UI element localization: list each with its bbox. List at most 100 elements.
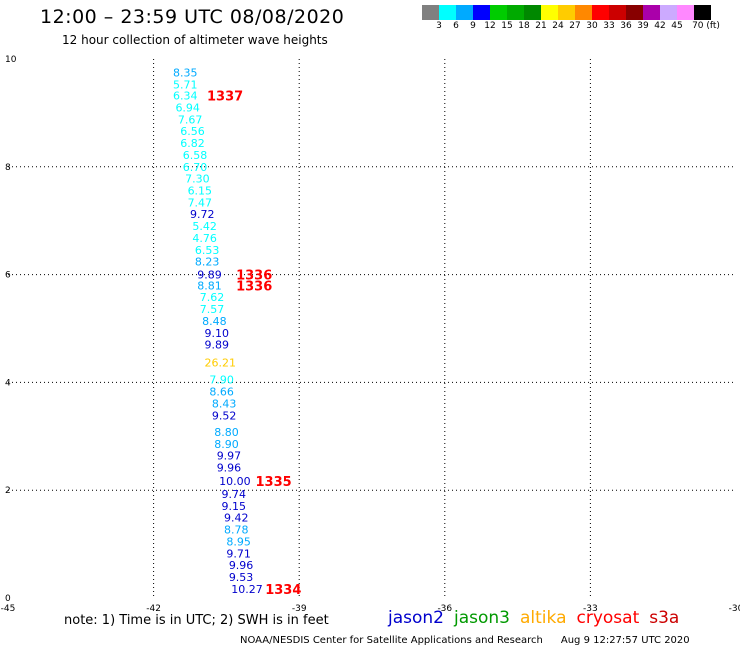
wave-height-value: 8.43 — [212, 397, 237, 410]
colorbar-label: 39 — [637, 21, 649, 31]
wave-height-value: 6.34 — [173, 90, 198, 103]
colorbar — [422, 5, 711, 20]
wave-height-value: 10.00 — [219, 475, 251, 488]
y-tick-label: 2 — [5, 486, 11, 496]
colorbar-swatch — [609, 5, 626, 20]
wave-height-value: 8.78 — [224, 524, 249, 537]
x-tick-label: -45 — [1, 604, 16, 614]
x-tick-label: -33 — [583, 604, 598, 614]
colorbar-label: 3 — [436, 21, 442, 31]
wave-height-value: 9.96 — [217, 462, 242, 475]
colorbar-swatch — [524, 5, 541, 20]
pass-number-label: 1335 — [256, 475, 292, 490]
y-tick-label: 4 — [5, 378, 11, 388]
wave-height-value: 8.90 — [214, 438, 239, 451]
wave-height-value: 6.58 — [183, 149, 208, 162]
x-tick-label: -39 — [292, 604, 307, 614]
credit-timestamp: Aug 9 12:27:57 UTC 2020 — [560, 635, 690, 646]
wave-height-value: 9.72 — [190, 208, 215, 221]
legend-jason2: jason2 — [388, 608, 444, 628]
colorbar-label: 33 — [603, 21, 615, 31]
wave-height-value: 6.15 — [188, 185, 213, 198]
colorbar-label: 9 — [470, 21, 476, 31]
wave-height-value: 4.76 — [192, 232, 217, 245]
x-tick-label: -42 — [146, 604, 161, 614]
wave-height-value: 8.80 — [214, 426, 239, 439]
wave-height-value: 9.42 — [224, 512, 249, 525]
pass-number-label: 1337 — [207, 90, 243, 105]
legend-altika: altika — [520, 608, 567, 628]
satellite-track: 8.355.716.346.947.676.566.826.586.707.30… — [173, 66, 263, 595]
colorbar-swatch — [592, 5, 609, 20]
wave-height-value: 9.89 — [197, 269, 222, 282]
wave-height-value: 7.90 — [209, 374, 234, 387]
wave-height-value: 9.97 — [217, 450, 242, 463]
wave-height-value: 7.30 — [185, 173, 210, 186]
colorbar-label: 45 — [671, 21, 683, 31]
colorbar-label: 30 — [586, 21, 598, 31]
wave-height-value: 7.57 — [200, 303, 225, 316]
colorbar-swatch — [677, 5, 694, 20]
wave-height-value: 9.10 — [205, 327, 230, 340]
wave-height-value: 26.21 — [205, 356, 237, 369]
colorbar-swatch — [473, 5, 490, 20]
colorbar-swatch — [660, 5, 677, 20]
colorbar-swatch — [456, 5, 473, 20]
colorbar-label: 21 — [535, 21, 547, 31]
colorbar-swatch — [507, 5, 524, 20]
credit-line: NOAA/NESDIS Center for Satellite Applica… — [240, 635, 690, 646]
colorbar-swatch — [694, 5, 711, 20]
axis-ticks: -45 -42 -39 -36 -33 -30 0 2 4 6 8 10 — [1, 55, 740, 614]
wave-height-value: 6.56 — [180, 125, 205, 138]
wave-height-value: 8.66 — [209, 386, 234, 399]
wave-height-value: 9.71 — [226, 547, 251, 560]
colorbar-swatch — [490, 5, 507, 20]
colorbar-swatch — [422, 5, 439, 20]
wave-height-value: 7.67 — [178, 113, 203, 126]
wave-height-value: 5.42 — [192, 220, 217, 233]
pass-number-label: 1336 — [236, 269, 272, 284]
x-tick-label: -36 — [437, 604, 452, 614]
wave-height-value: 9.15 — [222, 500, 247, 513]
colorbar-swatch — [558, 5, 575, 20]
wave-height-value: 8.35 — [173, 66, 198, 79]
wave-height-value: 8.23 — [195, 256, 220, 269]
grid-lines — [8, 59, 736, 598]
colorbar-label: 12 — [484, 21, 496, 31]
map-title: 12:00 – 23:59 UTC 08/08/2020 — [40, 6, 345, 28]
colorbar-label: 15 — [501, 21, 513, 31]
colorbar-label: 36 — [620, 21, 632, 31]
footer-note: note: 1) Time is in UTC; 2) SWH is in fe… — [64, 613, 329, 628]
pass-number-label: 1336 — [236, 279, 272, 294]
colorbar-label: 70 (ft) — [692, 21, 720, 31]
colorbar-label: 18 — [518, 21, 530, 31]
pass-number-label: 1334 — [265, 583, 301, 598]
wave-height-value: 6.53 — [195, 244, 220, 257]
colorbar-label: 27 — [569, 21, 581, 31]
y-tick-label: 0 — [5, 594, 11, 604]
wave-height-value: 6.70 — [183, 161, 208, 174]
wave-height-value: 8.48 — [202, 315, 227, 328]
colorbar-swatch — [626, 5, 643, 20]
colorbar-labels: 3 6 9 12 15 18 21 24 27 30 33 36 39 42 45 70 (ft) — [422, 21, 740, 33]
y-tick-label: 8 — [5, 163, 11, 173]
colorbar-swatch — [575, 5, 592, 20]
colorbar-swatch — [439, 5, 456, 20]
colorbar-label: 6 — [453, 21, 459, 31]
wave-height-value: 5.71 — [173, 78, 198, 91]
colorbar-label: 42 — [654, 21, 666, 31]
credit-org: NOAA/NESDIS Center for Satellite Applica… — [240, 635, 543, 646]
wave-height-value: 9.96 — [229, 559, 254, 572]
x-tick-label: -30 — [729, 604, 740, 614]
map-subtitle: 12 hour collection of altimeter wave hei… — [62, 33, 328, 47]
wave-height-value: 6.94 — [175, 102, 200, 115]
wave-height-value: 9.52 — [212, 409, 237, 422]
wave-height-value: 9.53 — [229, 571, 254, 584]
colorbar-swatch — [643, 5, 660, 20]
wave-height-value: 9.89 — [205, 339, 230, 352]
wave-height-value: 6.82 — [180, 137, 205, 150]
colorbar-label: 24 — [552, 21, 564, 31]
colorbar-swatch — [541, 5, 558, 20]
wave-height-value: 7.47 — [188, 196, 213, 209]
